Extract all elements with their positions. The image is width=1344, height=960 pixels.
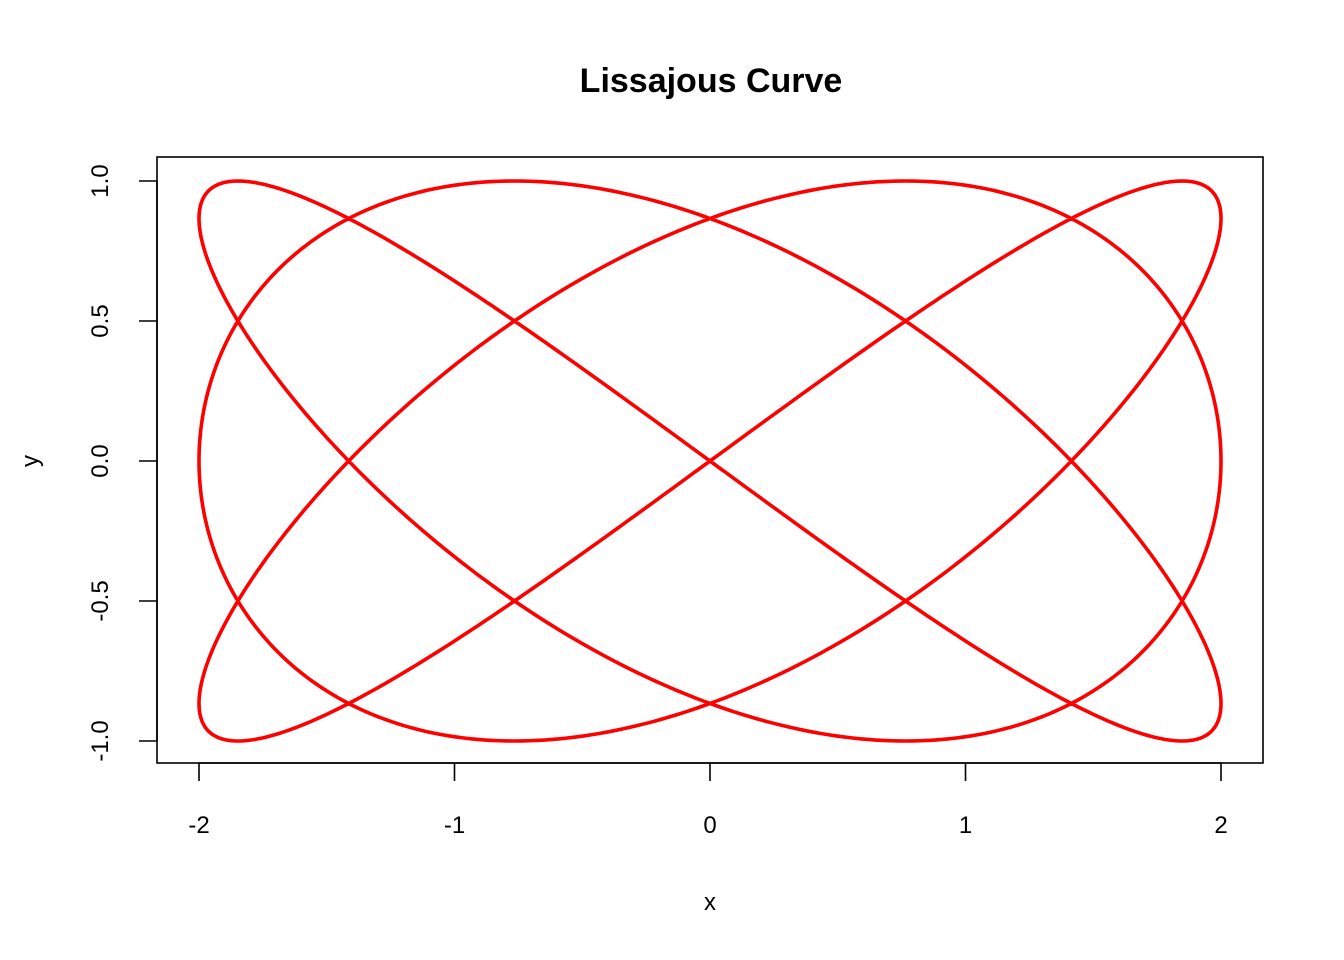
x-axis: -2 -1 0 1 2 xyxy=(188,762,1228,839)
x-tick-label: -1 xyxy=(444,812,465,839)
y-tick-label: -0.5 xyxy=(87,580,114,621)
lissajous-series-line xyxy=(197,179,1223,743)
y-tick-label: 0.5 xyxy=(87,304,114,337)
y-axis-label: y xyxy=(17,455,44,467)
x-tick-label: 2 xyxy=(1214,812,1227,839)
x-tick-label: -2 xyxy=(188,812,209,839)
chart-title: Lissajous Curve xyxy=(580,62,843,100)
curve-layer xyxy=(197,179,1223,743)
x-tick-label: 1 xyxy=(959,812,972,839)
y-tick-label: -1.0 xyxy=(87,720,114,761)
x-tick-label: 0 xyxy=(703,812,716,839)
y-tick-label: 1.0 xyxy=(87,164,114,197)
y-tick-label: 0.0 xyxy=(87,444,114,477)
y-axis: -1.0 -0.5 0.0 0.5 1.0 xyxy=(87,164,158,762)
x-axis-label: x xyxy=(704,889,716,916)
